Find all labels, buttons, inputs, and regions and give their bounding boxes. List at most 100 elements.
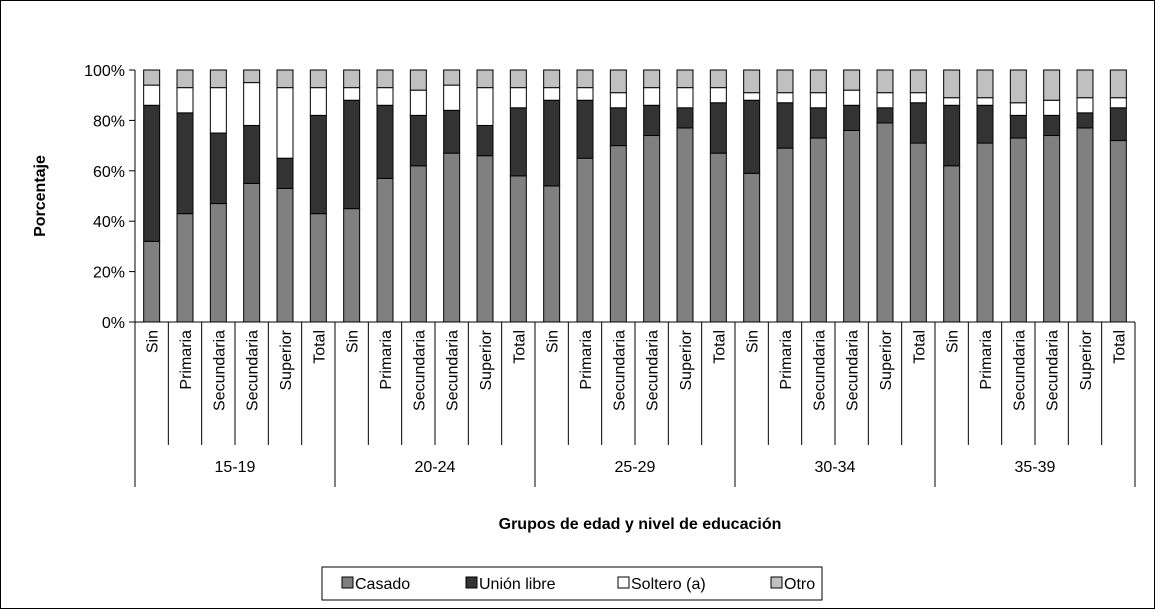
bar-segment [843, 104, 861, 131]
bar-segment [776, 102, 794, 149]
bar-segment [1109, 69, 1127, 99]
bar-segment [609, 107, 627, 147]
x-tick-label: Total [311, 330, 328, 364]
bar-segment [443, 109, 461, 154]
x-tick-label: Superior [478, 329, 495, 390]
group-label: 25-29 [615, 459, 656, 476]
bar-segment [476, 87, 494, 126]
x-tick-label: Secundaria [1011, 330, 1028, 411]
bar-segment [1109, 97, 1127, 109]
legend-box [321, 566, 823, 601]
bar-segment [143, 69, 161, 86]
bar-segment [743, 92, 761, 101]
bar-segment [1076, 69, 1094, 99]
x-tick-label: Secundaria [211, 330, 228, 411]
bar-segment [876, 69, 894, 94]
bar-segment [243, 69, 261, 84]
bar-segment [843, 89, 861, 106]
bar-segment [1009, 102, 1027, 116]
x-tick-label: Superior [878, 329, 895, 390]
bar-segment [809, 107, 827, 139]
bar-segment [976, 97, 994, 106]
bar-segment [1076, 127, 1094, 323]
bar-segment [309, 69, 327, 89]
y-tick-label: 20% [93, 265, 125, 282]
bar-segment [743, 99, 761, 174]
x-tick-label: Superior [1078, 329, 1095, 390]
bar-segment [543, 87, 561, 101]
group-label: 35-39 [1015, 459, 1056, 476]
legend-swatch [341, 576, 354, 589]
bar-segment [176, 213, 194, 323]
bar-segment [743, 69, 761, 94]
bar-segment [476, 124, 494, 157]
x-tick-label: Secundaria [445, 330, 462, 411]
group-label: 20-24 [415, 459, 456, 476]
bar-segment [509, 175, 527, 323]
bar-segment [143, 240, 161, 323]
bar-segment [343, 208, 361, 323]
bar-segment [176, 112, 194, 215]
bar-segment [509, 69, 527, 89]
bar-segment [376, 104, 394, 179]
x-tick-label: Total [911, 330, 928, 364]
bar-segment [676, 69, 694, 89]
x-tick-label: Primaria [178, 330, 195, 390]
bar-segment [843, 69, 861, 91]
bar-segment [776, 92, 794, 104]
x-tick-label: Sin [945, 330, 962, 353]
bar-segment [643, 135, 661, 323]
x-tick-label: Total [511, 330, 528, 364]
bar-segment [1076, 112, 1094, 129]
bar-segment [909, 69, 927, 94]
bar-segment [376, 69, 394, 89]
x-tick-label: Primaria [978, 330, 995, 390]
x-tick-label: Superior [278, 329, 295, 390]
x-axis-title: Grupos de edad y nivel de educación [499, 516, 782, 533]
bar-segment [409, 89, 427, 116]
group-label: 30-34 [815, 459, 856, 476]
bar-segment [509, 87, 527, 109]
bar-segment [176, 69, 194, 89]
bar-segment [309, 213, 327, 323]
y-tick-label: 60% [93, 164, 125, 181]
bar-segment [543, 99, 561, 187]
x-tick-label: Secundaria [1045, 330, 1062, 411]
bar-segment [576, 69, 594, 89]
bar-segment [809, 69, 827, 94]
bar-segment [309, 114, 327, 215]
bar-segment [809, 137, 827, 323]
bar-segment [876, 92, 894, 109]
bar-segment [343, 87, 361, 101]
bar-segment [443, 69, 461, 86]
x-tick-label: Sin [545, 330, 562, 353]
bar-segment [1076, 97, 1094, 114]
x-tick-label: Superior [678, 329, 695, 390]
bar-segment [443, 84, 461, 111]
bar-segment [376, 177, 394, 323]
bar-segment [509, 107, 527, 177]
x-tick-label: Total [1111, 330, 1128, 364]
bar-segment [609, 69, 627, 94]
bar-segment [376, 87, 394, 106]
bar-segment [676, 87, 694, 109]
bar-segment [1109, 140, 1127, 323]
y-tick-label: 0% [102, 315, 125, 332]
bar-segment [276, 187, 294, 323]
group-label: 15-19 [215, 459, 256, 476]
bar-segment [643, 104, 661, 137]
x-tick-label: Primaria [778, 330, 795, 390]
x-tick-label: Primaria [378, 330, 395, 390]
bar-segment [709, 152, 727, 323]
bar-segment [476, 155, 494, 323]
bar-segment [276, 157, 294, 189]
bar-segment [209, 132, 227, 205]
bar-segment [1109, 107, 1127, 142]
legend-swatch [465, 576, 478, 589]
x-tick-label: Sin [145, 330, 162, 353]
x-tick-label: Secundaria [245, 330, 262, 411]
y-axis-title: Porcentaje [32, 155, 49, 237]
bar-segment [1043, 114, 1061, 137]
legend-label: Otro [784, 576, 815, 593]
